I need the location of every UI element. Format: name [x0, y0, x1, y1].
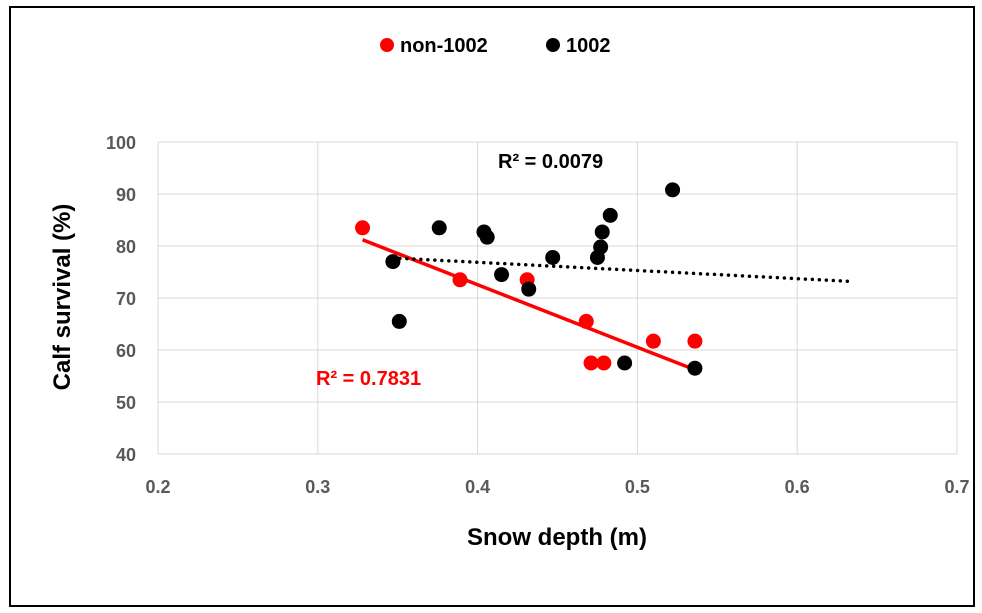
legend-label-1002: 1002: [566, 35, 611, 57]
x-tick-label: 0.3: [305, 477, 330, 497]
data-point-non-1002: [452, 272, 468, 288]
data-point-1002: [665, 182, 681, 198]
y-tick-label: 50: [116, 393, 136, 413]
data-point-1002: [594, 224, 610, 240]
y-tick-labels: 40 50 60 70 80 90 100: [106, 133, 136, 465]
y-tick-label: 60: [116, 341, 136, 361]
y-tick-label: 100: [106, 133, 136, 153]
r2-label-non-1002: R² = 0.7831: [316, 368, 421, 390]
data-point-1002: [687, 360, 703, 376]
legend-marker-non-1002: [380, 38, 394, 52]
data-point-non-1002: [578, 313, 594, 329]
y-axis-title: Calf survival (%): [49, 204, 76, 391]
x-tick-label: 0.4: [465, 477, 490, 497]
data-point-1002: [385, 254, 401, 270]
r2-label-1002: R² = 0.0079: [498, 151, 603, 173]
y-tick-label: 40: [116, 445, 136, 465]
data-point-1002: [617, 355, 633, 371]
data-point-non-1002: [355, 220, 371, 236]
data-point-non-1002: [596, 355, 612, 371]
x-tick-label: 0.2: [145, 477, 170, 497]
data-point-non-1002: [687, 333, 703, 349]
x-tick-label: 0.5: [625, 477, 650, 497]
data-point-non-1002: [583, 355, 599, 371]
data-point-1002: [521, 281, 537, 297]
trendline-non-1002: [361, 238, 696, 372]
data-point-1002: [602, 207, 618, 223]
chart-frame: [9, 6, 975, 607]
gridlines: [157, 141, 958, 455]
x-tick-label: 0.6: [785, 477, 810, 497]
trendline-1002: [391, 256, 852, 284]
data-point-1002: [431, 220, 447, 236]
data-points: [355, 182, 703, 376]
legend-marker-1002: [546, 38, 560, 52]
data-point-1002: [593, 239, 609, 255]
y-tick-label: 90: [116, 185, 136, 205]
y-tick-label: 80: [116, 237, 136, 257]
trendlines: [361, 238, 852, 372]
data-point-non-1002: [645, 333, 661, 349]
data-point-1002: [391, 313, 407, 329]
data-point-1002: [494, 267, 510, 283]
data-point-1002: [545, 249, 561, 265]
x-axis-title: Snow depth (m): [467, 524, 647, 551]
y-tick-label: 70: [116, 289, 136, 309]
x-tick-label: 0.7: [944, 477, 969, 497]
x-tick-labels: 0.2 0.3 0.4 0.5 0.6 0.7: [145, 477, 969, 497]
legend-label-non-1002: non-1002: [400, 35, 488, 57]
data-point-1002: [479, 229, 495, 245]
legend: non-1002 1002: [380, 35, 611, 57]
